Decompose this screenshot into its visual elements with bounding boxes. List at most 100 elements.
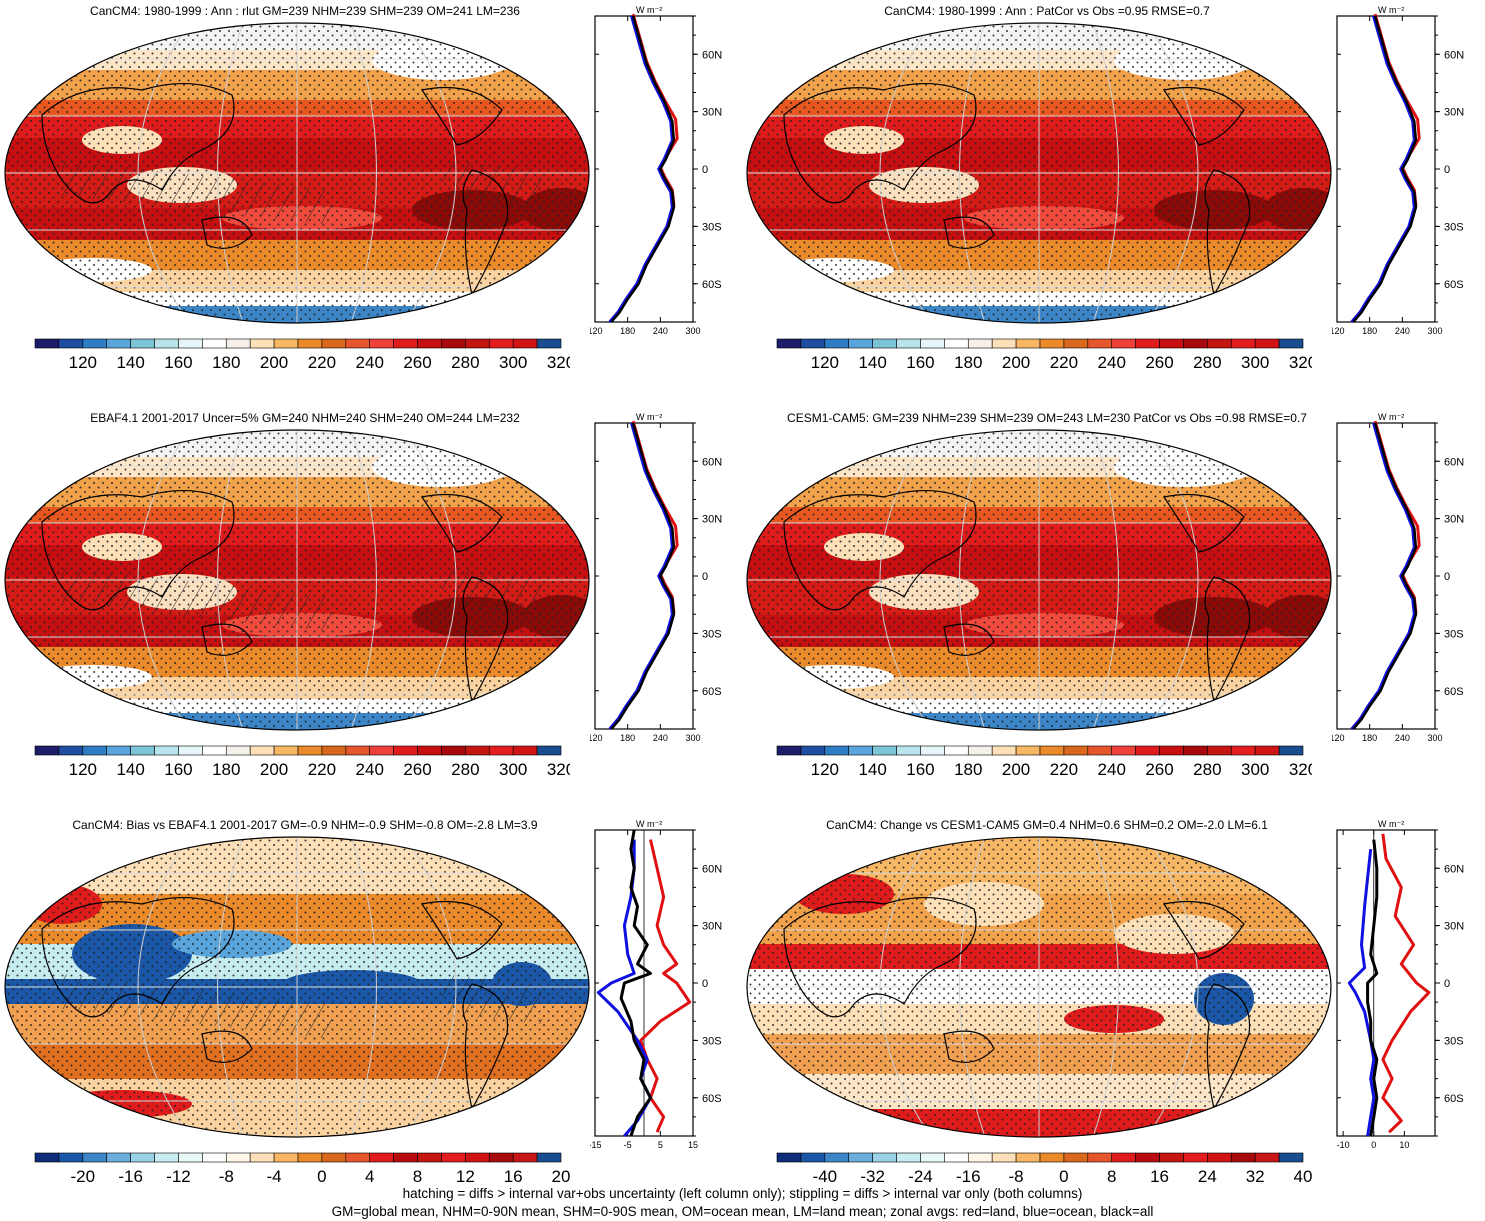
zonal-tick-label: 240 xyxy=(1395,326,1410,336)
colorbar-tick-label: 260 xyxy=(1145,353,1173,372)
colorbar: -20 -16 -12 -8 -4 0 4 8 12 16 20 xyxy=(30,1148,570,1208)
colorbar-swatch xyxy=(1254,745,1280,756)
colorbar-swatch xyxy=(1183,338,1208,349)
colorbar-swatch xyxy=(872,338,897,349)
lat-tick-label: 30S xyxy=(1444,1035,1464,1047)
colorbar-swatch xyxy=(848,338,873,349)
colorbar-swatch xyxy=(1230,745,1256,756)
lat-tick-label: 60N xyxy=(1444,863,1464,875)
colorbar-tick-label: 140 xyxy=(116,353,144,372)
colorbar-tick-label: 12 xyxy=(456,1167,475,1186)
lat-tick-label: 60N xyxy=(702,456,722,468)
colorbar-swatch xyxy=(1063,1152,1089,1163)
colorbar-swatch xyxy=(417,745,442,756)
colorbar-tick-label: 16 xyxy=(504,1167,523,1186)
colorbar-tick-label: 240 xyxy=(356,760,384,779)
colorbar-swatch xyxy=(393,338,418,349)
colorbar-swatch xyxy=(369,745,394,756)
zonal-line-land xyxy=(1381,833,1431,1134)
zonal-tick-label: 15 xyxy=(688,1140,698,1150)
zonal-tick-label: 240 xyxy=(1395,733,1410,743)
colorbar: 120 140 160 180 200 220 240 260 280 300 320 xyxy=(30,741,575,801)
colorbar-tick-label: -24 xyxy=(908,1167,933,1186)
zonal-tick-label: 300 xyxy=(1427,326,1442,336)
colorbar-tick-label: 0 xyxy=(1059,1167,1068,1186)
colorbar-swatch xyxy=(225,338,251,349)
colorbar-swatch xyxy=(1015,338,1041,349)
colorbar-swatch xyxy=(967,745,993,756)
colorbar-tick-label: 220 xyxy=(308,353,336,372)
zonal-tick-label: 180 xyxy=(1362,326,1377,336)
colorbar-swatch xyxy=(273,1152,299,1163)
colorbar-swatch xyxy=(848,1152,873,1163)
robinson-map xyxy=(2,834,592,1140)
lat-tick-label: 0 xyxy=(1444,571,1450,583)
colorbar-swatch xyxy=(130,745,155,756)
colorbar-swatch xyxy=(321,338,347,349)
lat-tick-label: 30S xyxy=(702,1035,722,1047)
colorbar-tick-label: 280 xyxy=(1193,353,1221,372)
colorbar-swatch xyxy=(345,745,371,756)
colorbar-tick-label: 120 xyxy=(811,760,839,779)
zonal-line-ocean xyxy=(608,422,674,730)
colorbar-swatch xyxy=(417,1152,442,1163)
lat-tick-label: 0 xyxy=(1444,978,1450,990)
lat-tick-label: 0 xyxy=(702,164,708,176)
colorbar-swatch xyxy=(920,745,945,756)
colorbar-tick-label: 300 xyxy=(499,353,527,372)
colorbar-swatch xyxy=(512,1152,538,1163)
colorbar-swatch xyxy=(58,338,84,349)
colorbar-swatch xyxy=(82,1152,108,1163)
zonal-tick-label: 300 xyxy=(685,326,700,336)
colorbar-tick-label: 320 xyxy=(547,760,570,779)
colorbar-tick-label: -16 xyxy=(956,1167,981,1186)
colorbar-swatch xyxy=(1254,1152,1280,1163)
colorbar-swatch xyxy=(512,338,538,349)
lat-tick-label: 30N xyxy=(1444,921,1464,933)
colorbar-swatch xyxy=(967,338,993,349)
colorbar-swatch xyxy=(225,1152,251,1163)
colorbar-tick-label: 120 xyxy=(69,353,97,372)
colorbar-swatch xyxy=(1278,745,1304,756)
lat-tick-label: 0 xyxy=(702,978,708,990)
colorbar-swatch xyxy=(154,338,179,349)
colorbar-swatch xyxy=(321,1152,347,1163)
colorbar: 120 140 160 180 200 220 240 260 280 300 320 xyxy=(772,741,1317,801)
zonal-line-all xyxy=(1366,839,1379,1137)
colorbar-tick-label: 200 xyxy=(260,760,288,779)
colorbar-swatch xyxy=(848,745,873,756)
colorbar-tick-label: 200 xyxy=(1002,760,1030,779)
colorbar-swatch xyxy=(249,338,275,349)
lat-tick-label: 60S xyxy=(702,686,722,698)
zonal-average-plot: W m⁻² 60N 30N 0 30S 60S -15 -5 5 15 xyxy=(588,819,735,1162)
colorbar-tick-label: 140 xyxy=(116,760,144,779)
zonal-tick-label: 300 xyxy=(1427,733,1442,743)
zonal-tick-label: 300 xyxy=(685,733,700,743)
lat-tick-label: 30N xyxy=(702,514,722,526)
colorbar-swatch xyxy=(58,745,84,756)
colorbar-swatch xyxy=(1015,745,1041,756)
colorbar-swatch xyxy=(441,745,466,756)
zonal-tick-label: 180 xyxy=(1362,733,1377,743)
colorbar-swatch xyxy=(824,338,850,349)
lat-tick-label: 60S xyxy=(1444,279,1464,291)
colorbar-swatch xyxy=(58,1152,84,1163)
zonal-line-all xyxy=(1352,422,1418,730)
colorbar-tick-label: 300 xyxy=(1241,353,1269,372)
colorbar-swatch xyxy=(967,1152,993,1163)
colorbar-tick-label: -8 xyxy=(219,1167,234,1186)
colorbar-swatch xyxy=(1087,1152,1113,1163)
colorbar-swatch xyxy=(178,338,203,349)
robinson-map xyxy=(744,427,1334,733)
colorbar-swatch xyxy=(920,338,945,349)
colorbar-tick-label: 140 xyxy=(858,353,886,372)
panel-p1: CanCM4: 1980-1999 : Ann : rlut GM=239 NH… xyxy=(0,0,742,407)
colorbar-tick-label: 180 xyxy=(212,353,240,372)
zonal-tick-label: -15 xyxy=(590,1140,602,1150)
colorbar-tick-label: 140 xyxy=(858,760,886,779)
colorbar-tick-label: 16 xyxy=(1150,1167,1169,1186)
colorbar-swatch xyxy=(465,1152,490,1163)
colorbar-tick-label: 320 xyxy=(547,353,570,372)
caption-line-1: hatching = diffs > internal var+obs unce… xyxy=(402,1186,1083,1201)
colorbar-swatch xyxy=(824,1152,850,1163)
